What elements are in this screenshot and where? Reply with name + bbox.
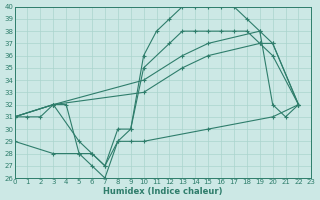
- X-axis label: Humidex (Indice chaleur): Humidex (Indice chaleur): [103, 187, 223, 196]
